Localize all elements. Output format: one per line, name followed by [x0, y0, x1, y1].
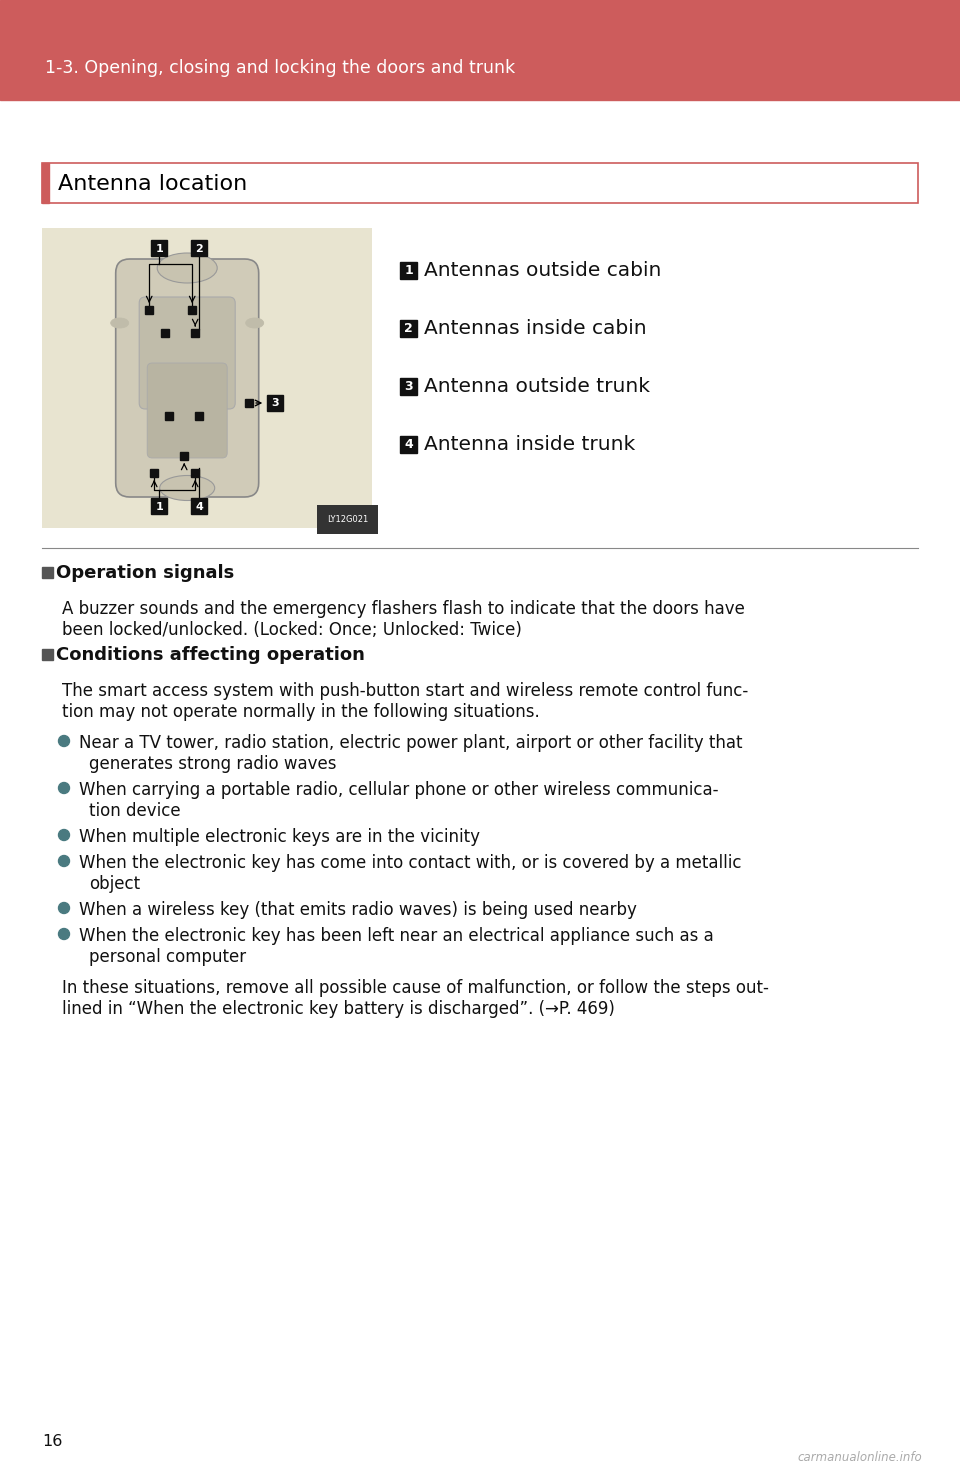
Text: Conditions affecting operation: Conditions affecting operation [56, 646, 365, 663]
Text: When the electronic key has been left near an electrical appliance such as a: When the electronic key has been left ne… [79, 928, 713, 945]
Text: When multiple electronic keys are in the vicinity: When multiple electronic keys are in the… [79, 828, 480, 846]
Text: Antenna location: Antenna location [58, 174, 248, 194]
Text: tion device: tion device [89, 801, 180, 821]
Circle shape [59, 929, 69, 939]
Text: When the electronic key has come into contact with, or is covered by a metallic: When the electronic key has come into co… [79, 853, 741, 873]
Bar [42, 649, 53, 659]
Bar [42, 163, 49, 203]
Bar [180, 453, 188, 460]
Bar [195, 413, 204, 420]
Circle shape [59, 855, 69, 867]
Bar [161, 329, 169, 337]
FancyBboxPatch shape [116, 260, 258, 497]
Text: The smart access system with push-button start and wireless remote control func-: The smart access system with push-button… [62, 683, 748, 700]
Ellipse shape [110, 318, 129, 328]
Text: 16: 16 [42, 1434, 62, 1448]
Text: 1: 1 [404, 264, 413, 278]
Bar [400, 435, 417, 453]
Text: Antenna inside trunk: Antenna inside trunk [424, 435, 636, 454]
Text: lined in “When the electronic key battery is discharged”. (→P. 469): lined in “When the electronic key batter… [62, 1000, 614, 1018]
Text: personal computer: personal computer [89, 948, 246, 966]
Text: 1-3. Opening, closing and locking the doors and trunk: 1-3. Opening, closing and locking the do… [45, 59, 516, 77]
Text: 1: 1 [156, 502, 163, 512]
Text: A buzzer sounds and the emergency flashers flash to indicate that the doors have: A buzzer sounds and the emergency flashe… [62, 600, 745, 617]
Text: 4: 4 [195, 502, 204, 512]
Text: carmanualonline.info: carmanualonline.info [797, 1451, 922, 1465]
Text: When a wireless key (that emits radio waves) is being used nearby: When a wireless key (that emits radio wa… [79, 901, 636, 919]
Bar [145, 306, 154, 315]
Ellipse shape [157, 252, 217, 283]
Bar [400, 261, 417, 279]
Bar [191, 499, 207, 513]
Bar [151, 240, 167, 257]
Bar [191, 329, 200, 337]
Circle shape [59, 736, 69, 746]
FancyBboxPatch shape [147, 364, 228, 459]
Circle shape [59, 782, 69, 794]
Bar [151, 499, 167, 513]
Text: tion may not operate normally in the following situations.: tion may not operate normally in the fol… [62, 703, 540, 721]
Text: Operation signals: Operation signals [56, 564, 234, 582]
Bar [245, 399, 253, 407]
Text: Antennas outside cabin: Antennas outside cabin [424, 261, 661, 280]
Text: 2: 2 [404, 322, 413, 335]
Ellipse shape [246, 318, 264, 328]
Bar [42, 163, 918, 203]
Bar [42, 567, 53, 577]
Bar [191, 469, 200, 476]
Text: object: object [89, 876, 140, 893]
Bar [42, 229, 372, 528]
Text: 4: 4 [404, 438, 413, 451]
Bar [191, 240, 207, 257]
Text: been locked/unlocked. (Locked: Once; Unlocked: Twice): been locked/unlocked. (Locked: Once; Unl… [62, 620, 522, 640]
Ellipse shape [159, 475, 215, 500]
Bar [267, 395, 283, 411]
Bar [0, 0, 960, 99]
Bar [400, 377, 417, 395]
Text: 1: 1 [156, 243, 163, 254]
Text: 3: 3 [404, 380, 413, 393]
Text: 3: 3 [272, 399, 279, 408]
Bar [400, 319, 417, 337]
Circle shape [59, 902, 69, 914]
Text: Antennas inside cabin: Antennas inside cabin [424, 319, 647, 338]
Text: generates strong radio waves: generates strong radio waves [89, 755, 337, 773]
Text: LY12G021: LY12G021 [326, 515, 368, 524]
Bar [165, 413, 173, 420]
Text: In these situations, remove all possible cause of malfunction, or follow the ste: In these situations, remove all possible… [62, 979, 769, 997]
Bar [150, 469, 158, 476]
Circle shape [59, 830, 69, 840]
FancyBboxPatch shape [139, 297, 235, 410]
Text: Near a TV tower, radio station, electric power plant, airport or other facility : Near a TV tower, radio station, electric… [79, 735, 742, 752]
Text: When carrying a portable radio, cellular phone or other wireless communica-: When carrying a portable radio, cellular… [79, 781, 718, 798]
Text: 2: 2 [195, 243, 204, 254]
Bar [188, 306, 196, 315]
Text: Antenna outside trunk: Antenna outside trunk [424, 377, 650, 396]
